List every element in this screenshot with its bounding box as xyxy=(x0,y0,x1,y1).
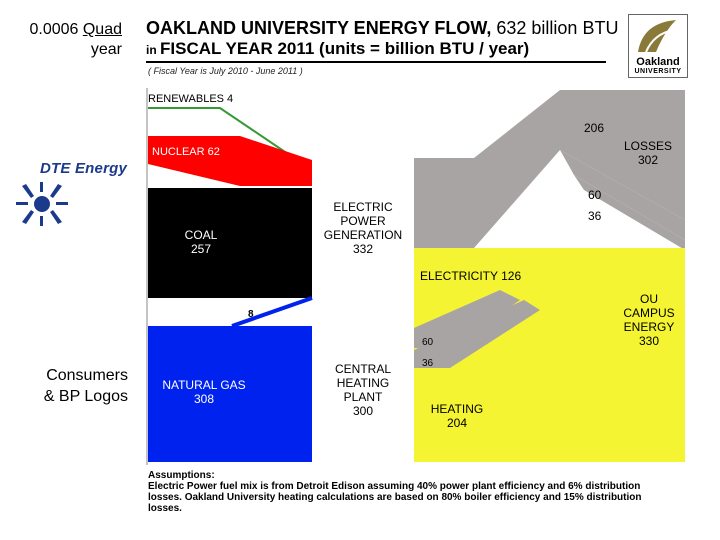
nuclear-flow xyxy=(148,136,312,186)
title-bold: OAKLAND UNIVERSITY ENERGY FLOW, xyxy=(146,18,492,38)
losses-name: LOSSES xyxy=(623,139,673,153)
heat-loss-band-36 xyxy=(414,300,540,368)
assumptions-note: Assumptions: Electric Power fuel mix is … xyxy=(148,470,648,514)
assumptions-heading: Assumptions: xyxy=(148,470,215,481)
loss-206-label: 206 xyxy=(584,121,605,135)
gas-to-power-label: 8 xyxy=(248,309,254,320)
nuclear-label: NUCLEAR 62 xyxy=(152,146,220,158)
coal-label: COAL 257 xyxy=(170,228,232,256)
page-title: OAKLAND UNIVERSITY ENERGY FLOW, 632 bill… xyxy=(146,18,618,39)
oakland-logo-line2: UNIVERSITY xyxy=(634,68,682,75)
quad-per: year xyxy=(90,41,122,58)
oakland-logo-text: Oakland UNIVERSITY xyxy=(628,56,688,76)
chp-value: 300 xyxy=(352,404,374,418)
losses-label: LOSSES 302 xyxy=(618,139,678,167)
natural-gas-value: 308 xyxy=(193,392,215,406)
renewables-label: RENEWABLES 4 xyxy=(148,93,234,105)
heat-loss-band-60 xyxy=(414,290,520,348)
ou-line1: OU xyxy=(640,292,658,306)
coal-flow xyxy=(148,188,312,298)
natural-gas-flow xyxy=(148,326,312,462)
losses-value: 302 xyxy=(637,153,659,167)
consumers-line2: & BP Logos xyxy=(43,388,128,405)
natural-gas-label: NATURAL GAS 308 xyxy=(152,378,256,406)
coal-name: COAL xyxy=(184,228,218,242)
electricity-label: ELECTRICITY 126 xyxy=(420,269,522,283)
epg-value: 332 xyxy=(352,242,374,256)
natural-gas-name: NATURAL GAS xyxy=(162,378,246,392)
heating-value: 204 xyxy=(446,416,468,430)
renewables-flow xyxy=(148,107,295,159)
ou-line3: ENERGY xyxy=(623,320,675,334)
consumers-note: Consumers & BP Logos xyxy=(18,365,128,407)
assumptions-text: Electric Power fuel mix is from Detroit … xyxy=(148,481,642,514)
heat-loss-36-label: 36 xyxy=(422,358,434,369)
consumers-line1: Consumers xyxy=(46,367,128,384)
loss-36-label: 36 xyxy=(588,209,602,223)
central-heating-plant-box xyxy=(312,326,414,462)
chp-line2: HEATING xyxy=(336,376,390,390)
epg-line3: GENERATION xyxy=(323,228,403,242)
loss-band-60 xyxy=(560,150,685,240)
dte-sunburst-icon xyxy=(16,182,68,226)
quad-unit: Quad xyxy=(82,21,122,38)
chp-line3: PLANT xyxy=(343,390,383,404)
heat-loss-60-label: 60 xyxy=(422,337,434,348)
losses-region xyxy=(414,90,685,248)
ou-value: 330 xyxy=(638,334,660,348)
chp-label: CENTRAL HEATING PLANT 300 xyxy=(314,362,412,418)
title-underline xyxy=(146,61,606,63)
heating-name: HEATING xyxy=(430,402,484,416)
epg-line2: POWER xyxy=(340,214,386,228)
title-total: 632 billion BTU xyxy=(491,18,619,38)
title2-bold: FISCAL YEAR 2011 (units = billion BTU / … xyxy=(160,39,530,58)
fiscal-year-note: ( Fiscal Year is July 2010 - June 2011 ) xyxy=(148,66,303,76)
gas-to-power-flow xyxy=(231,296,313,328)
loss-60-label: 60 xyxy=(588,188,602,202)
coal-value: 257 xyxy=(190,242,212,256)
title2-prefix: in xyxy=(146,43,160,57)
loss-band-36 xyxy=(574,175,685,250)
oak-leaf-icon xyxy=(638,20,676,53)
electric-power-generation-box xyxy=(312,158,414,298)
heating-label: HEATING 204 xyxy=(424,402,490,430)
epg-label: ELECTRIC POWER GENERATION 332 xyxy=(314,200,412,256)
oakland-logo-line1: Oakland xyxy=(636,56,680,68)
page-title-line2: in FISCAL YEAR 2011 (units = billion BTU… xyxy=(146,39,529,59)
dte-energy-logo-text: DTE Energy xyxy=(40,160,128,177)
quad-value: 0.0006 xyxy=(29,21,79,38)
ou-campus-label: OU CAMPUS ENERGY 330 xyxy=(618,292,680,348)
ou-line2: CAMPUS xyxy=(623,306,675,320)
chp-line1: CENTRAL xyxy=(334,362,391,376)
epg-line1: ELECTRIC xyxy=(333,200,393,214)
quad-note: 0.0006 Quad year xyxy=(12,20,122,60)
